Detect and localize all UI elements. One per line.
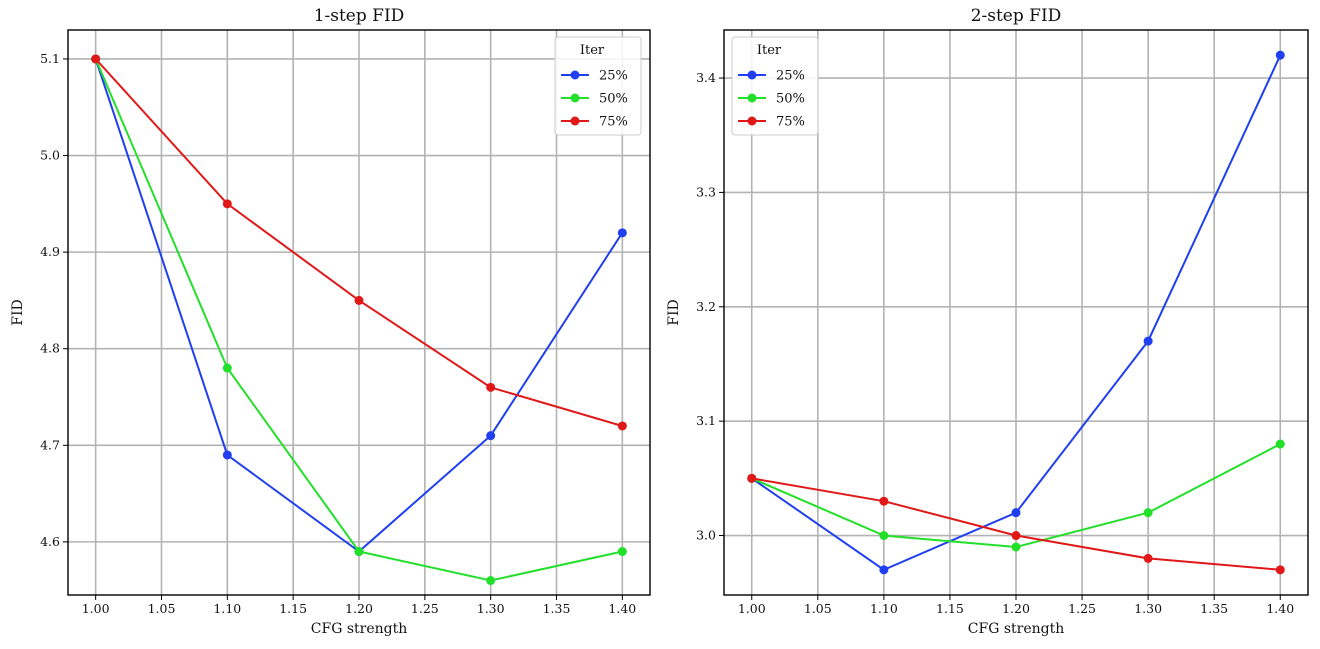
chart-1-ytick-label-5.1: 5.1 (40, 51, 60, 66)
chart-1-series-75% (91, 54, 627, 431)
chart-2-legend-box (731, 36, 819, 136)
chart-1-point-50%-1.20 (354, 547, 364, 557)
chart-2-xtick-label-1.20: 1.20 (1002, 601, 1030, 616)
chart-1-legend-label-75%: 75% (599, 115, 628, 130)
chart-1-legend-label-25%: 25% (599, 69, 628, 84)
chart-2-legend-label-50%: 50% (776, 92, 805, 107)
chart-2-xtick-label-1.00: 1.00 (738, 601, 766, 616)
chart-1-point-50%-1.10 (222, 363, 232, 373)
chart-2-title: 2-step FID (971, 6, 1062, 26)
chart-2-legend-label-75%: 75% (776, 115, 805, 130)
chart-1-legend-marker-25% (570, 70, 580, 80)
chart-2-point-50%-1.10 (879, 531, 889, 541)
chart-2-xtick-label-1.05: 1.05 (804, 601, 832, 616)
chart-2-legend-marker-75% (747, 116, 757, 126)
chart-2-ytick-label-3.2: 3.2 (696, 299, 716, 314)
chart-1-series-50% (91, 54, 627, 586)
chart-2-series-75% (747, 473, 1285, 575)
chart-2-point-50%-1.40 (1275, 439, 1285, 449)
chart-1-point-50%-1.30 (486, 576, 496, 586)
chart-1-xtick-label-1.40: 1.40 (608, 601, 636, 616)
chart-2-ytick-label-3.0: 3.0 (696, 528, 716, 543)
chart-2-point-75%-1.40 (1275, 565, 1285, 575)
chart-2-point-75%-1.30 (1143, 553, 1153, 563)
chart-panel-1-step: 1-step FID 1.00 1.05 1.10 1.15 1.20 1.25 1.30 1.… (10, 6, 651, 637)
chart-2-legend-marker-50% (747, 93, 757, 103)
chart-2-xtick-label-1.10: 1.10 (870, 601, 898, 616)
chart-2-point-50%-1.20 (1011, 542, 1021, 552)
chart-panel-2-step: 2-step FID 1.00 1.05 1.10 1.15 1.20 1.25 1.30 1.… (666, 6, 1309, 637)
chart-1-legend-box (554, 36, 642, 136)
chart-1-xtick-label-1.10: 1.10 (213, 601, 241, 616)
chart-1-point-75%-1.20 (354, 295, 364, 305)
chart-2-series-50% (747, 439, 1285, 552)
chart-1-point-75%-1.00 (91, 54, 101, 64)
chart-1-xlabel: CFG strength (311, 621, 407, 637)
chart-1-xtick-label-1.20: 1.20 (345, 601, 373, 616)
chart-1-ytick-label-5.0: 5.0 (40, 148, 60, 163)
chart-1-xtick-label-1.00: 1.00 (82, 601, 110, 616)
chart-1-point-25%-1.40 (617, 228, 627, 238)
chart-1-point-25%-1.10 (222, 450, 232, 460)
chart-1-xtick-label-1.25: 1.25 (411, 601, 439, 616)
chart-1-title: 1-step FID (314, 6, 405, 26)
chart-2-point-50%-1.30 (1143, 508, 1153, 518)
chart-1-point-25%-1.30 (486, 431, 496, 441)
chart-1-grid (68, 30, 650, 595)
chart-1-point-50%-1.40 (617, 547, 627, 557)
chart-2-xtick-label-1.15: 1.15 (936, 601, 964, 616)
chart-2-point-25%-1.10 (879, 565, 889, 575)
chart-1-xtick-label-1.05: 1.05 (148, 601, 176, 616)
chart-2-xtick-label-1.30: 1.30 (1134, 601, 1162, 616)
chart-1-xtick-label-1.15: 1.15 (279, 601, 307, 616)
chart-1-xtick-label-1.35: 1.35 (543, 601, 571, 616)
chart-1-point-75%-1.30 (486, 382, 496, 392)
chart-2-legend-label-25%: 25% (776, 69, 805, 84)
chart-1-xtick-label-1.30: 1.30 (477, 601, 505, 616)
chart-2-legend-title: Iter (757, 43, 782, 58)
chart-2-ylabel: FID (666, 299, 682, 325)
chart-2-xtick-label-1.40: 1.40 (1266, 601, 1294, 616)
chart-2-legend-marker-25% (747, 70, 757, 80)
chart-1-ytick-label-4.7: 4.7 (40, 437, 60, 452)
chart-1-legend-marker-50% (570, 93, 580, 103)
chart-1-point-75%-1.40 (617, 421, 627, 431)
chart-2-ytick-label-3.3: 3.3 (696, 184, 716, 199)
chart-1-ytick-label-4.6: 4.6 (40, 534, 60, 549)
chart-1-point-75%-1.10 (222, 199, 232, 209)
chart-1-ytick-label-4.8: 4.8 (40, 341, 60, 356)
chart-2-ytick-label-3.1: 3.1 (696, 413, 716, 428)
chart-1-legend-label-50%: 50% (599, 92, 628, 107)
chart-2-legend: Iter 25% 50% 75% (731, 36, 819, 136)
chart-1-ytick-label-4.9: 4.9 (40, 244, 60, 259)
chart-2-point-25%-1.20 (1011, 508, 1021, 518)
chart-1-legend-marker-75% (570, 116, 580, 126)
chart-2-xtick-label-1.25: 1.25 (1068, 601, 1096, 616)
chart-2-point-75%-1.20 (1011, 531, 1021, 541)
chart-2-xlabel: CFG strength (968, 621, 1064, 637)
chart-2-point-75%-1.00 (747, 473, 757, 483)
chart-2-xtick-label-1.35: 1.35 (1200, 601, 1228, 616)
chart-1-legend-title: Iter (580, 43, 605, 58)
chart-2-point-25%-1.40 (1275, 50, 1285, 60)
chart-1-ylabel: FID (10, 299, 26, 325)
chart-1-legend: Iter 25% 50% 75% (554, 36, 642, 136)
chart-2-ytick-label-3.4: 3.4 (696, 70, 716, 85)
chart-2-point-25%-1.30 (1143, 336, 1153, 346)
chart-2-point-75%-1.10 (879, 496, 889, 506)
